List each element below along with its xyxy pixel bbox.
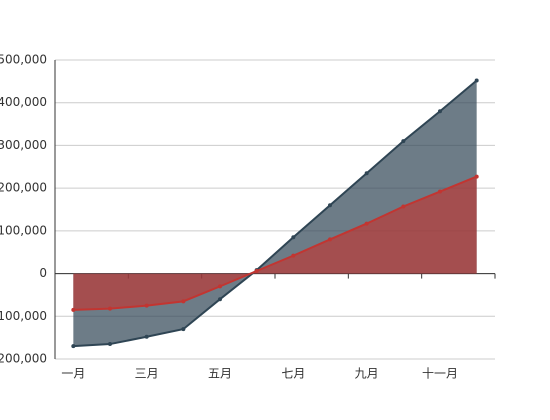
- point: [181, 327, 186, 332]
- point: [218, 284, 222, 289]
- point: [474, 78, 479, 83]
- point: [144, 334, 149, 339]
- y-tick-label: 500,000: [0, 53, 47, 67]
- x-tick-label: 一月: [61, 367, 85, 381]
- point: [181, 299, 186, 304]
- point: [218, 297, 222, 302]
- y-tick-label: 300,000: [0, 138, 47, 152]
- y-tick-label: 0: [39, 266, 47, 280]
- x-tick-label: 七月: [281, 367, 305, 381]
- point: [328, 237, 332, 242]
- y-tick-label: -100,000: [0, 309, 47, 323]
- point: [254, 269, 259, 274]
- x-tick-label: 三月: [135, 367, 159, 381]
- point: [401, 139, 406, 144]
- point: [291, 253, 296, 258]
- point: [438, 109, 442, 114]
- point: [108, 342, 112, 347]
- point: [328, 203, 332, 208]
- point: [401, 204, 406, 209]
- point: [71, 307, 76, 312]
- line: [73, 79, 478, 348]
- point: [291, 235, 296, 240]
- y-tick-label: 200,000: [0, 181, 47, 195]
- point: [364, 221, 369, 226]
- x-tick-label: 五月: [208, 367, 232, 381]
- y-tick-label: -200,000: [0, 352, 47, 366]
- point: [364, 171, 369, 176]
- line: [73, 175, 478, 311]
- x-tick-label: 十一月: [422, 367, 458, 381]
- x-tick-label: 九月: [355, 367, 379, 381]
- point: [144, 303, 149, 308]
- y-tick-label: 400,000: [0, 95, 47, 109]
- point: [438, 189, 442, 194]
- point: [71, 344, 76, 349]
- point: [108, 306, 112, 311]
- area: [73, 176, 477, 310]
- y-tick-label: 100,000: [0, 223, 47, 237]
- point: [474, 174, 479, 179]
